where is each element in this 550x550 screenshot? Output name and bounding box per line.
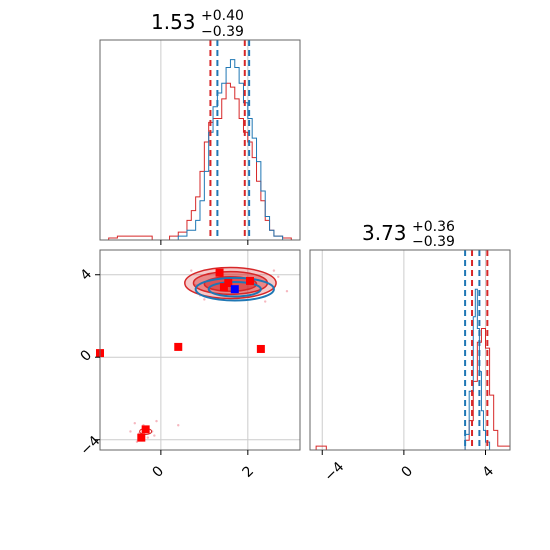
hist-series-red [310, 327, 511, 451]
contour-blue [207, 280, 262, 298]
marker-red [256, 344, 265, 353]
scatter-point [177, 424, 180, 427]
title-param2-value: 3.73 [362, 221, 407, 245]
marker-blue [230, 285, 239, 294]
y-tick-label-0: 0 [78, 347, 96, 365]
histogram-param2 [309, 249, 511, 455]
contour-blue [194, 276, 275, 302]
scatter-point [285, 290, 289, 293]
y-tick-label-4: 4 [78, 266, 96, 284]
title-param1-value: 1.53 [151, 10, 196, 34]
x-tick-label-2: 2 [240, 463, 258, 481]
scatter-point [272, 269, 276, 272]
title-param1-plus: +0.40 [201, 8, 244, 24]
marker-red [219, 283, 228, 292]
marker-red [215, 268, 224, 277]
title-param1: 1.53 +0.40 −0.39 [151, 8, 244, 40]
title-param2: 3.73 +0.36 −0.39 [362, 219, 455, 250]
panel-frame [99, 249, 301, 451]
scatter-point [203, 298, 206, 301]
scatter-point [155, 419, 158, 423]
scatter-point [133, 421, 136, 425]
marker-red [246, 276, 254, 285]
scatter-param1-vs-param2 [95, 249, 301, 455]
scatter-point [146, 436, 150, 439]
panel-frame [309, 249, 511, 451]
scatter-point [277, 275, 280, 279]
hist2-x-tick-labels: −4 0 4 [322, 459, 498, 485]
histogram-param1 [99, 39, 301, 245]
marker-red [137, 433, 146, 442]
hist-series-blue [310, 288, 510, 451]
hist2-x-tick-label-neg4: −4 [322, 459, 348, 485]
title-param2-plus: +0.36 [412, 219, 455, 235]
marker-red [141, 425, 150, 434]
scatter-point [153, 434, 156, 437]
scatter-point [190, 269, 193, 272]
marker-red [224, 278, 233, 287]
x-tick-label-0: 0 [150, 463, 168, 481]
scatter-point [264, 300, 267, 303]
scatter-point [129, 430, 132, 433]
hist2-x-tick-label-4: 4 [480, 463, 498, 481]
panel-frame [99, 39, 301, 241]
hist2-x-tick-label-0: 0 [399, 463, 417, 481]
marker-red [174, 342, 183, 351]
title-param2-minus: −0.39 [412, 234, 455, 250]
hist-series-blue [100, 59, 300, 241]
scatter-x-tick-labels: 0 2 [150, 463, 258, 481]
title-param1-minus: −0.39 [201, 24, 244, 40]
